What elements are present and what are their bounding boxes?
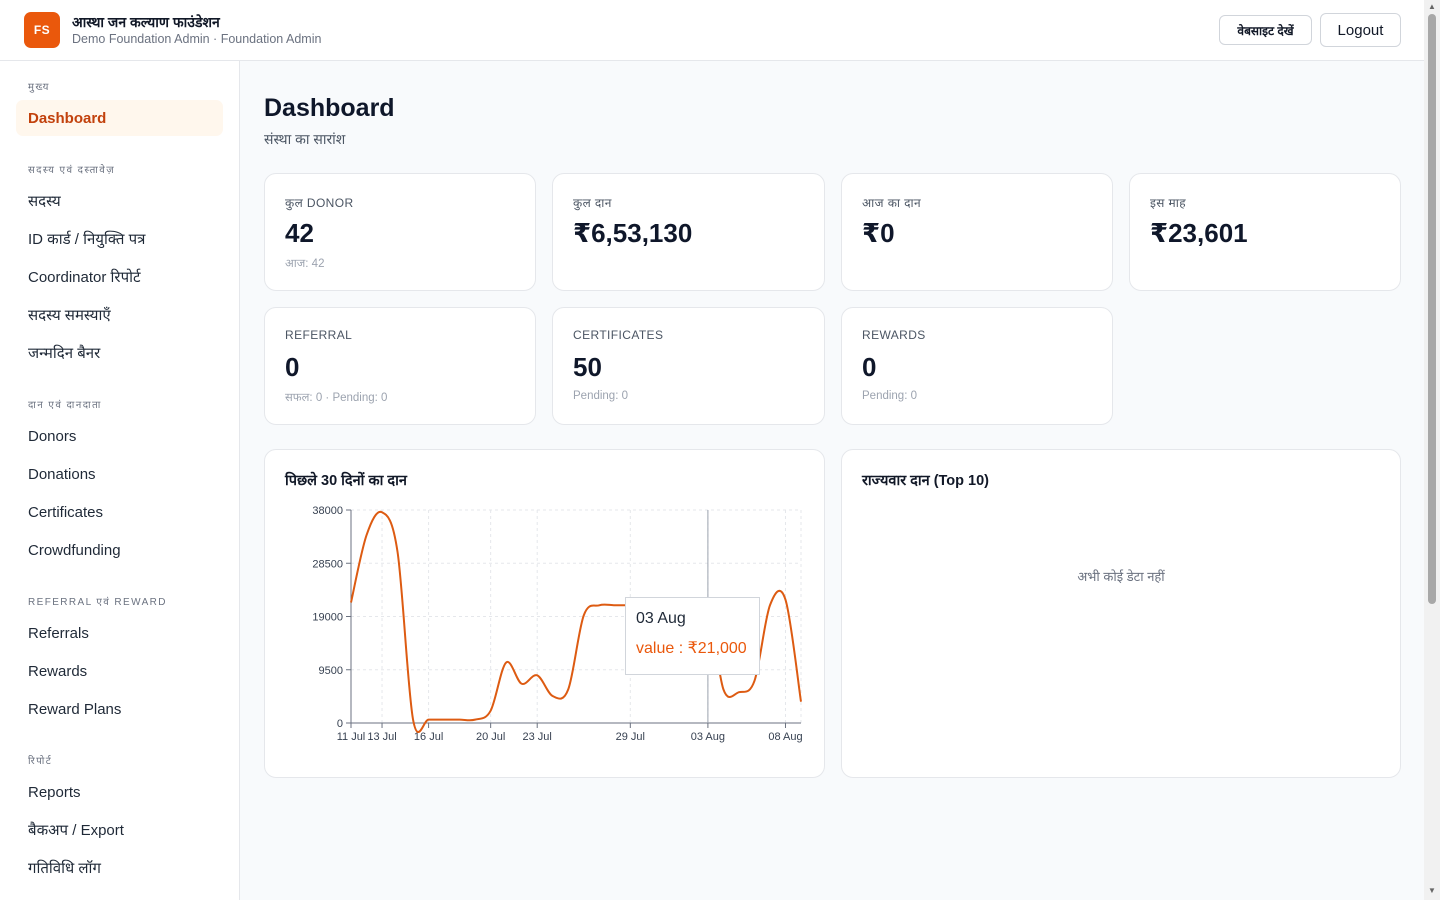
org-subtitle: Demo Foundation Admin · Foundation Admin	[72, 32, 322, 46]
stat-label: कुल DONOR	[285, 196, 354, 210]
stat-value: 0	[285, 352, 300, 382]
sidebar-item-backup-export[interactable]: बैकअप / Export	[28, 822, 124, 839]
stat-label: REWARDS	[862, 328, 926, 342]
logo-badge: FS	[24, 12, 60, 48]
sidebar-item-rewards[interactable]: Rewards	[28, 662, 88, 680]
page-title: Dashboard	[264, 94, 395, 122]
donation-line-chart[interactable]: 0 9500 19000 28500 38000 11 Jul 13 Jul 16 Jul 20…	[265, 450, 826, 779]
org-name: आस्था जन कल्याण फाउंडेशन	[72, 14, 220, 30]
stat-label: CERTIFICATES	[573, 328, 664, 342]
x-tick-label: 16 Jul	[414, 731, 443, 743]
stat-note: आज: 42	[285, 258, 325, 270]
panel-title: पिछले 30 दिनों का दान	[285, 473, 407, 489]
tooltip-date: 03 Aug	[636, 610, 686, 627]
sidebar-item-dashboard[interactable]: Dashboard	[16, 100, 223, 136]
page-scrollbar[interactable]: ▲ ▼	[1424, 0, 1440, 900]
page-subtitle: संस्था का सारांश	[264, 131, 346, 147]
sidebar-item-reports[interactable]: Reports	[28, 783, 81, 801]
sidebar-section-main: मुख्य	[28, 82, 50, 93]
y-tick-label: 19000	[312, 612, 343, 624]
stat-card-today-donation: आज का दान ₹0	[841, 173, 1113, 291]
sidebar-section-donations: दान एवं दानदाता	[28, 400, 102, 411]
sidebar-item-coordinator-report[interactable]: Coordinator रिपोर्ट	[28, 269, 141, 286]
stat-card-total-donations: कुल दान ₹6,53,130	[552, 173, 825, 291]
y-tick-label: 0	[337, 718, 343, 730]
sidebar-item-reward-plans[interactable]: Reward Plans	[28, 700, 122, 718]
sidebar-item-donations[interactable]: Donations	[28, 465, 96, 483]
stat-card-this-month: इस माह ₹23,601	[1129, 173, 1401, 291]
scroll-up-arrow-icon[interactable]: ▲	[1428, 2, 1436, 11]
sidebar-section-referral: Referral एवं Reward	[28, 597, 167, 608]
x-tick-label: 03 Aug	[691, 731, 725, 743]
stat-label: आज का दान	[862, 196, 922, 210]
x-tick-label: 20 Jul	[476, 731, 505, 743]
stat-value: ₹6,53,130	[573, 218, 693, 248]
stat-value: 0	[862, 352, 877, 382]
sidebar-item-certificates[interactable]: Certificates	[28, 503, 104, 521]
stat-note: Pending: 0	[573, 390, 628, 402]
donation-chart-panel: पिछले 30 दिनों का दान 0 9500 19000 28500 380…	[264, 449, 825, 778]
sidebar-section-reports: रिपोर्ट	[28, 756, 53, 767]
sidebar-item-referrals[interactable]: Referrals	[28, 624, 89, 642]
sidebar-item-id-cards[interactable]: ID कार्ड / नियुक्ति पत्र	[28, 231, 146, 248]
panel-title: राज्यवार दान (Top 10)	[862, 473, 990, 489]
stat-card-rewards: REWARDS 0 Pending: 0	[841, 307, 1113, 425]
stat-card-referral: REFERRAL 0 सफल: 0 · Pending: 0	[264, 307, 536, 425]
tooltip-value: value : ₹21,000	[636, 640, 747, 657]
stat-note: Pending: 0	[862, 390, 917, 402]
sidebar-item-birthday-banner[interactable]: जन्मदिन बैनर	[28, 345, 101, 362]
top-bar: FS आस्था जन कल्याण फाउंडेशन Demo Foundat…	[0, 0, 1424, 61]
state-donation-panel: राज्यवार दान (Top 10) अभी कोई डेटा नहीं	[841, 449, 1401, 778]
logout-button[interactable]: Logout	[1320, 13, 1401, 47]
sidebar-item-crowdfunding[interactable]: Crowdfunding	[28, 541, 121, 559]
y-tick-label: 38000	[312, 505, 343, 517]
x-tick-label: 08 Aug	[768, 731, 802, 743]
chart-tooltip: 03 Aug value : ₹21,000	[625, 597, 760, 675]
stat-card-total-donors: कुल DONOR 42 आज: 42	[264, 173, 536, 291]
scroll-down-arrow-icon[interactable]: ▼	[1428, 886, 1436, 895]
y-tick-label: 9500	[319, 665, 343, 677]
scroll-thumb[interactable]	[1428, 14, 1436, 604]
stat-label: कुल दान	[573, 196, 612, 210]
x-tick-label: 23 Jul	[523, 731, 552, 743]
stat-card-certificates: CERTIFICATES 50 Pending: 0	[552, 307, 825, 425]
sidebar-item-activity-log[interactable]: गतिविधि लॉग	[28, 860, 101, 877]
stat-label: REFERRAL	[285, 328, 353, 342]
empty-state-message: अभी कोई डेटा नहीं	[1077, 569, 1165, 584]
view-website-button[interactable]: वेबसाइट देखें	[1219, 15, 1312, 45]
sidebar: मुख्य Dashboard सदस्य एवं दस्तावेज़ सदस्…	[0, 61, 240, 900]
sidebar-item-donors[interactable]: Donors	[28, 427, 77, 445]
sidebar-item-members[interactable]: सदस्य	[28, 193, 61, 210]
stat-value: 42	[285, 218, 314, 248]
stat-label: इस माह	[1150, 196, 1186, 210]
stat-value: 50	[573, 352, 602, 382]
stat-value: ₹23,601	[1150, 218, 1248, 248]
sidebar-item-member-issues[interactable]: सदस्य समस्याएँ	[28, 307, 111, 324]
x-tick-label: 11 Jul	[337, 731, 366, 743]
stat-value: ₹0	[862, 218, 895, 248]
stat-note: सफल: 0 · Pending: 0	[285, 392, 388, 404]
sidebar-section-members: सदस्य एवं दस्तावेज़	[28, 165, 116, 176]
x-tick-label: 13 Jul	[367, 731, 396, 743]
series-line	[350, 510, 802, 733]
x-tick-label: 29 Jul	[616, 731, 645, 743]
y-tick-label: 28500	[312, 558, 343, 570]
